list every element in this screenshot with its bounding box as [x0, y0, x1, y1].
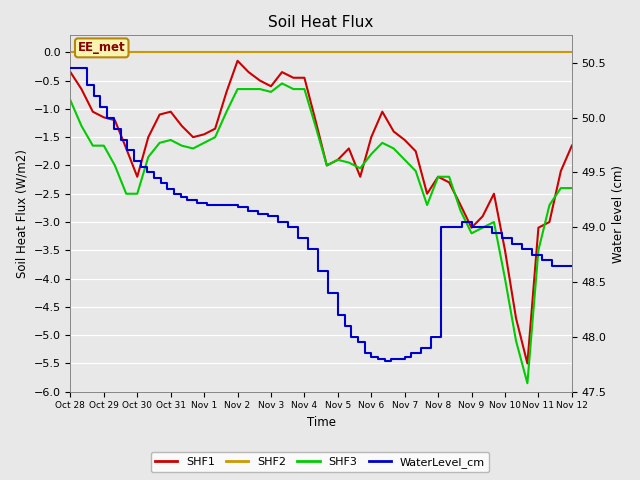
X-axis label: Time: Time — [307, 416, 335, 429]
Y-axis label: Water level (cm): Water level (cm) — [612, 165, 625, 263]
Text: EE_met: EE_met — [78, 41, 125, 54]
Y-axis label: Soil Heat Flux (W/m2): Soil Heat Flux (W/m2) — [15, 149, 28, 278]
Legend: SHF1, SHF2, SHF3, WaterLevel_cm: SHF1, SHF2, SHF3, WaterLevel_cm — [151, 452, 489, 472]
Title: Soil Heat Flux: Soil Heat Flux — [268, 15, 374, 30]
